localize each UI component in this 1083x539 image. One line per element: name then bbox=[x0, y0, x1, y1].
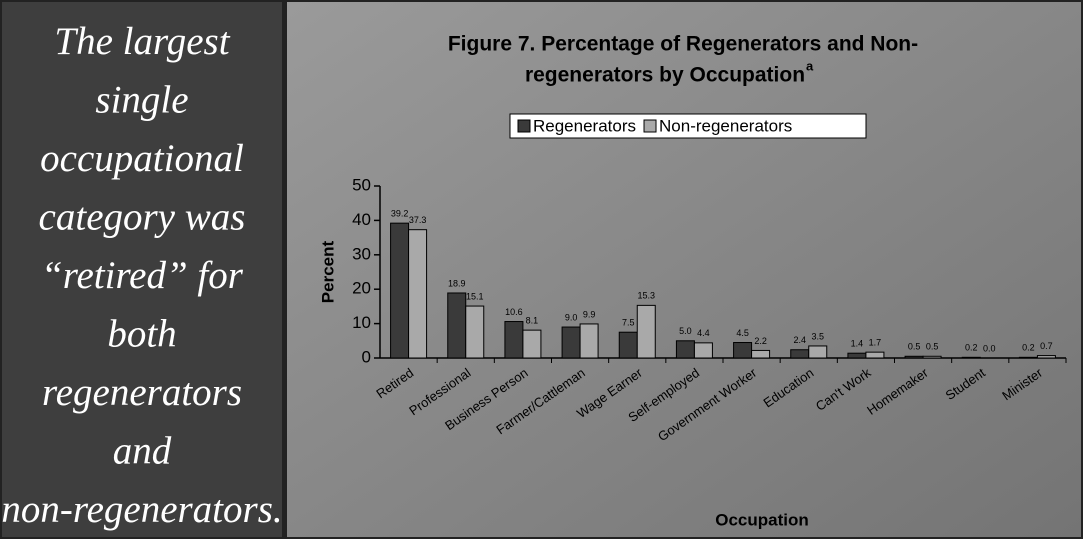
bar bbox=[504, 321, 524, 359]
y-axis-label: Percent bbox=[318, 240, 337, 303]
title-superscript: a bbox=[806, 58, 814, 73]
legend-label: Regenerators bbox=[533, 116, 636, 135]
value-label: 0.0 bbox=[983, 343, 996, 353]
bar bbox=[675, 340, 695, 359]
bar bbox=[790, 349, 810, 359]
value-label: 8.1 bbox=[526, 316, 539, 326]
value-label: 0.2 bbox=[965, 343, 978, 353]
value-label: 0.5 bbox=[908, 342, 921, 352]
y-tick-label: 10 bbox=[352, 313, 371, 332]
bar bbox=[408, 229, 428, 359]
sidebar-text: both bbox=[107, 312, 176, 355]
y-tick-label: 50 bbox=[352, 175, 371, 194]
legend-swatch bbox=[517, 119, 531, 133]
value-label: 0.5 bbox=[926, 342, 939, 352]
bar bbox=[618, 331, 638, 359]
sidebar-text: category was bbox=[39, 195, 246, 238]
value-label: 9.0 bbox=[565, 312, 578, 322]
legend-box bbox=[509, 113, 867, 139]
y-tick-label: 30 bbox=[352, 244, 371, 263]
value-label: 10.6 bbox=[505, 307, 523, 317]
value-label: 15.3 bbox=[637, 291, 655, 301]
bar bbox=[1036, 355, 1056, 359]
bar bbox=[904, 355, 924, 359]
chart-title: regenerators by Occupation bbox=[525, 64, 805, 87]
bar bbox=[636, 304, 656, 359]
bar bbox=[447, 292, 467, 359]
sidebar-text: regenerators bbox=[42, 371, 242, 414]
y-tick-label: 20 bbox=[352, 279, 371, 298]
value-label: 1.7 bbox=[869, 338, 882, 348]
bar bbox=[922, 355, 942, 359]
chart-title: Figure 7. Percentage of Regenerators and… bbox=[448, 33, 918, 56]
value-label: 39.2 bbox=[391, 209, 409, 219]
bar bbox=[865, 351, 885, 359]
value-label: 9.9 bbox=[583, 309, 596, 319]
value-label: 2.2 bbox=[754, 336, 767, 346]
sidebar-text: non-regenerators. bbox=[1, 488, 282, 531]
legend-swatch bbox=[643, 119, 657, 133]
bar bbox=[961, 356, 981, 359]
value-label: 15.1 bbox=[466, 291, 484, 301]
bar bbox=[522, 329, 542, 359]
value-label: 18.9 bbox=[448, 278, 466, 288]
sidebar-text: “retired” for bbox=[41, 254, 244, 297]
y-tick-label: 40 bbox=[352, 210, 371, 229]
value-label: 1.4 bbox=[851, 339, 864, 349]
value-label: 7.5 bbox=[622, 318, 635, 328]
bar bbox=[808, 345, 828, 359]
sidebar-panel bbox=[2, 2, 282, 537]
y-tick-label: 0 bbox=[362, 347, 371, 366]
bar bbox=[390, 222, 410, 359]
bar bbox=[465, 305, 485, 359]
value-label: 2.4 bbox=[793, 335, 806, 345]
value-label: 0.7 bbox=[1040, 341, 1053, 351]
sidebar-text: single bbox=[95, 78, 188, 121]
sidebar-text: occupational bbox=[40, 137, 244, 180]
value-label: 5.0 bbox=[679, 326, 692, 336]
bar bbox=[561, 326, 581, 359]
bar bbox=[579, 323, 599, 359]
bar bbox=[693, 342, 713, 359]
value-label: 0.2 bbox=[1022, 343, 1035, 353]
bar bbox=[733, 342, 753, 359]
bar bbox=[1018, 356, 1038, 359]
value-label: 37.3 bbox=[409, 215, 427, 225]
value-label: 4.4 bbox=[697, 328, 710, 338]
sidebar-text: and bbox=[113, 429, 172, 472]
value-label: 4.5 bbox=[736, 328, 749, 338]
legend-label: Non-regenerators bbox=[659, 116, 792, 135]
bar bbox=[751, 349, 771, 359]
sidebar-text: The largest bbox=[54, 20, 230, 63]
value-label: 3.5 bbox=[811, 331, 824, 341]
x-axis-label: Occupation bbox=[715, 510, 809, 529]
bar bbox=[847, 352, 867, 359]
